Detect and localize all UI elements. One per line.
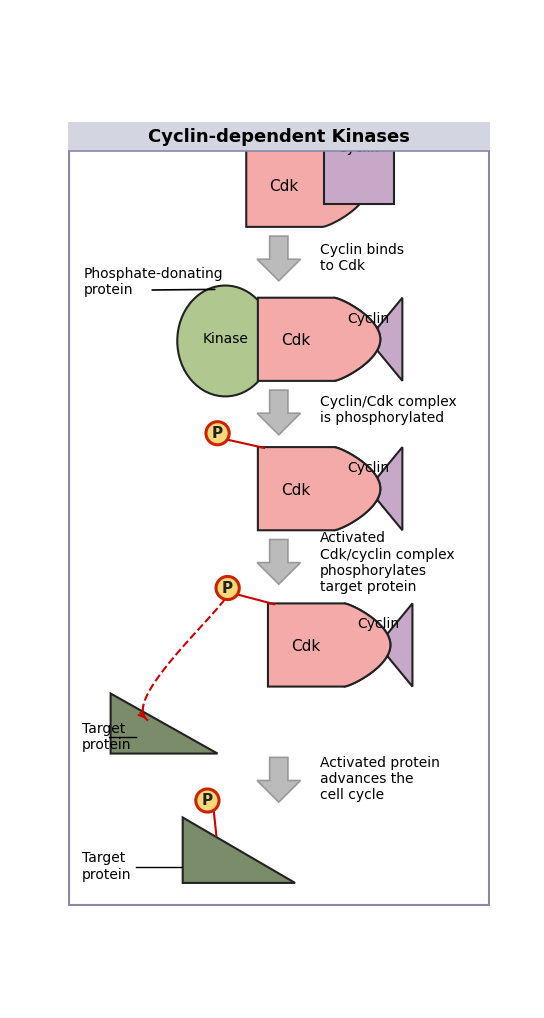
Text: P: P [222,580,233,596]
Polygon shape [257,757,300,802]
Text: Activated
Cdk/cyclin complex
phosphorylates
target protein: Activated Cdk/cyclin complex phosphoryla… [320,531,454,593]
Text: Activated protein
advances the
cell cycle: Activated protein advances the cell cycl… [320,755,440,802]
Text: Cyclin binds
to Cdk: Cyclin binds to Cdk [320,242,404,273]
Polygon shape [257,390,300,435]
Polygon shape [258,447,380,530]
Bar [68,122,490,152]
Polygon shape [110,693,218,753]
Text: Cdk: Cdk [291,639,320,655]
Text: Cyclin/Cdk complex
is phosphorylated: Cyclin/Cdk complex is phosphorylated [320,395,456,426]
Text: Phosphate-donating
protein: Phosphate-donating protein [83,267,223,297]
Ellipse shape [177,285,274,396]
Text: Cyclin: Cyclin [357,617,399,631]
Text: P: P [212,426,223,441]
Polygon shape [258,297,380,381]
Polygon shape [246,144,369,227]
Text: Cyclin: Cyclin [347,312,389,326]
Text: Target
protein: Target protein [82,722,132,752]
Text: Cdk: Cdk [281,334,311,348]
Polygon shape [257,236,300,281]
Polygon shape [268,604,391,686]
Circle shape [216,576,239,600]
Text: P: P [202,793,213,808]
Polygon shape [344,604,412,686]
Text: Cyclin: Cyclin [347,461,389,474]
Text: Target
protein: Target protein [82,851,132,882]
Circle shape [206,421,229,445]
Text: Cdk: Cdk [270,179,299,194]
Text: Kinase: Kinase [202,332,248,346]
Polygon shape [257,540,300,584]
Polygon shape [334,447,403,530]
Text: Cyclin: Cyclin [338,142,380,156]
Text: Cyclin-dependent Kinases: Cyclin-dependent Kinases [148,128,410,146]
Text: Cdk: Cdk [281,483,311,498]
Bar [324,119,394,204]
Polygon shape [183,817,295,883]
Polygon shape [334,297,403,381]
Circle shape [196,789,219,812]
